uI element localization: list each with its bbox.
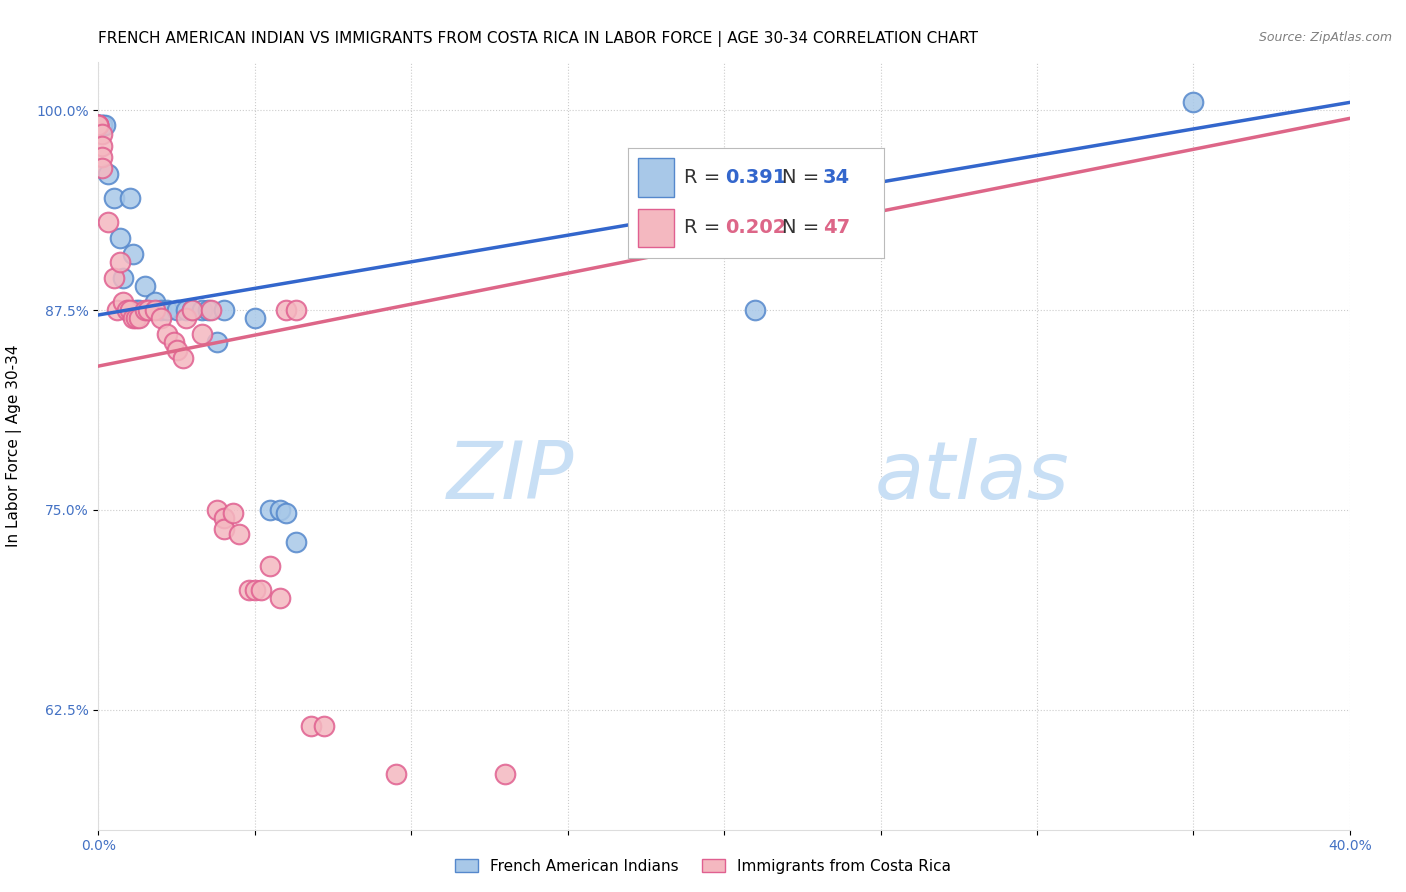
Text: Source: ZipAtlas.com: Source: ZipAtlas.com <box>1258 31 1392 45</box>
Point <box>87 118 110 132</box>
Point <box>138 303 160 318</box>
Point <box>274 303 298 318</box>
Point <box>284 535 307 549</box>
Point <box>128 311 150 326</box>
Point <box>87 118 110 132</box>
Point <box>250 582 273 597</box>
Point <box>1182 95 1205 110</box>
Point <box>121 247 143 261</box>
Legend: French American Indians, Immigrants from Costa Rica: French American Indians, Immigrants from… <box>449 853 957 880</box>
Point <box>125 303 148 318</box>
Point <box>166 303 188 318</box>
Point <box>90 118 112 132</box>
Point <box>212 511 235 525</box>
Point <box>90 161 112 175</box>
Point <box>90 138 112 153</box>
Bar <box>638 158 673 196</box>
Text: FRENCH AMERICAN INDIAN VS IMMIGRANTS FROM COSTA RICA IN LABOR FORCE | AGE 30-34 : FRENCH AMERICAN INDIAN VS IMMIGRANTS FRO… <box>98 31 979 47</box>
Point <box>207 503 229 517</box>
Y-axis label: In Labor Force | Age 30-34: In Labor Force | Age 30-34 <box>6 344 22 548</box>
Point <box>190 303 212 318</box>
Point <box>156 327 179 342</box>
Point <box>150 303 173 318</box>
Point <box>143 295 166 310</box>
Point <box>90 128 112 142</box>
Point <box>243 311 266 326</box>
Point <box>125 311 148 326</box>
Point <box>172 351 194 365</box>
Text: R =: R = <box>685 168 727 186</box>
Point <box>90 150 112 164</box>
Text: N =: N = <box>782 168 825 186</box>
Point <box>228 527 250 541</box>
Point <box>87 118 110 132</box>
Point <box>87 118 110 132</box>
Point <box>299 719 322 733</box>
Point <box>110 255 132 269</box>
Bar <box>638 209 673 247</box>
Point <box>212 522 235 536</box>
Point <box>115 303 138 318</box>
Point <box>207 335 229 350</box>
Point <box>166 343 188 358</box>
Point <box>238 582 260 597</box>
Point <box>200 303 222 318</box>
Point <box>128 303 150 318</box>
Point <box>174 311 197 326</box>
Point <box>269 503 291 517</box>
Point <box>97 167 120 181</box>
Point <box>284 303 307 318</box>
Point <box>312 719 335 733</box>
Point <box>150 311 173 326</box>
Point <box>494 766 516 780</box>
Point <box>143 303 166 318</box>
Point <box>197 303 219 318</box>
Point <box>274 506 298 520</box>
Point <box>112 295 135 310</box>
Text: ZIP: ZIP <box>447 438 574 516</box>
Point <box>134 303 156 318</box>
Text: N =: N = <box>782 219 825 237</box>
Point <box>190 327 212 342</box>
Point <box>105 303 128 318</box>
Point <box>118 191 141 205</box>
Point <box>744 303 766 318</box>
Point <box>93 118 115 132</box>
Point <box>212 303 235 318</box>
Point <box>97 215 120 229</box>
Point <box>138 303 160 318</box>
Point <box>103 271 125 285</box>
Point <box>259 503 281 517</box>
Point <box>162 335 184 350</box>
Text: 0.391: 0.391 <box>725 168 786 186</box>
Point <box>90 118 112 132</box>
Point <box>87 118 110 132</box>
Point <box>259 558 281 573</box>
Point <box>115 303 138 318</box>
Point <box>110 231 132 245</box>
Point <box>181 303 204 318</box>
Point <box>87 118 110 132</box>
Text: R =: R = <box>685 219 727 237</box>
Text: 34: 34 <box>823 168 849 186</box>
Point <box>243 582 266 597</box>
Point <box>87 118 110 132</box>
Point <box>181 303 204 318</box>
Point <box>118 303 141 318</box>
Point <box>156 303 179 318</box>
Point <box>103 191 125 205</box>
Point <box>269 591 291 605</box>
Point <box>121 311 143 326</box>
Text: 47: 47 <box>823 219 849 237</box>
Point <box>87 118 110 132</box>
Point <box>174 303 197 318</box>
Point <box>384 766 406 780</box>
Point <box>222 506 245 520</box>
Point <box>87 118 110 132</box>
Text: 0.202: 0.202 <box>725 219 786 237</box>
Text: atlas: atlas <box>875 438 1069 516</box>
Point <box>112 271 135 285</box>
Point <box>134 279 156 293</box>
